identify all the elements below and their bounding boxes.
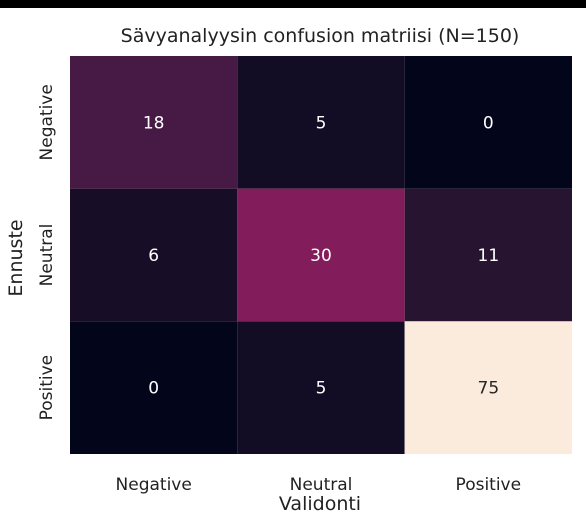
cell-value-1-0: 6 [148, 246, 159, 266]
x-tick-2: Positive [456, 475, 522, 495]
cell-value-2-2: 75 [478, 379, 500, 399]
heatmap-cell-2-0 [70, 321, 238, 454]
cell-value-0-2: 0 [483, 113, 494, 133]
cell-value-0-1: 5 [316, 113, 327, 133]
cell-value-1-1: 30 [310, 246, 332, 266]
cell-value-2-1: 5 [316, 379, 327, 399]
heatmap-cell-2-2 [404, 321, 572, 454]
cell-value-0-0: 18 [143, 113, 165, 133]
heatmap-cells: 18 5 0 6 30 11 0 5 75 [70, 56, 572, 454]
heatmap-cell-2-1 [237, 321, 405, 454]
heatmap-cell-0-1 [237, 56, 405, 189]
heatmap-cell-0-0 [70, 56, 238, 189]
y-tick-0: Negative [37, 84, 57, 160]
y-tick-labels: Negative Neutral Positive [37, 84, 57, 420]
heatmap-cell-1-2 [404, 188, 572, 322]
x-tick-1: Neutral [290, 475, 353, 495]
y-tick-2: Positive [37, 355, 57, 421]
heatmap-cell-1-1 [237, 188, 405, 322]
cell-value-1-2: 11 [478, 246, 500, 266]
x-tick-0: Negative [116, 475, 192, 495]
y-tick-1: Neutral [37, 224, 57, 287]
heatmap-cell-1-0 [70, 188, 238, 322]
cell-value-2-0: 0 [148, 379, 159, 399]
y-axis-label: Ennuste [5, 219, 27, 296]
x-axis-label: Validonti [279, 493, 361, 515]
heatmap-cell-0-2 [404, 56, 572, 189]
chart-title: Sävyanalyysin confusion matriisi (N=150) [121, 25, 520, 47]
top-border [0, 0, 586, 8]
x-tick-labels: Negative Neutral Positive [116, 475, 522, 495]
